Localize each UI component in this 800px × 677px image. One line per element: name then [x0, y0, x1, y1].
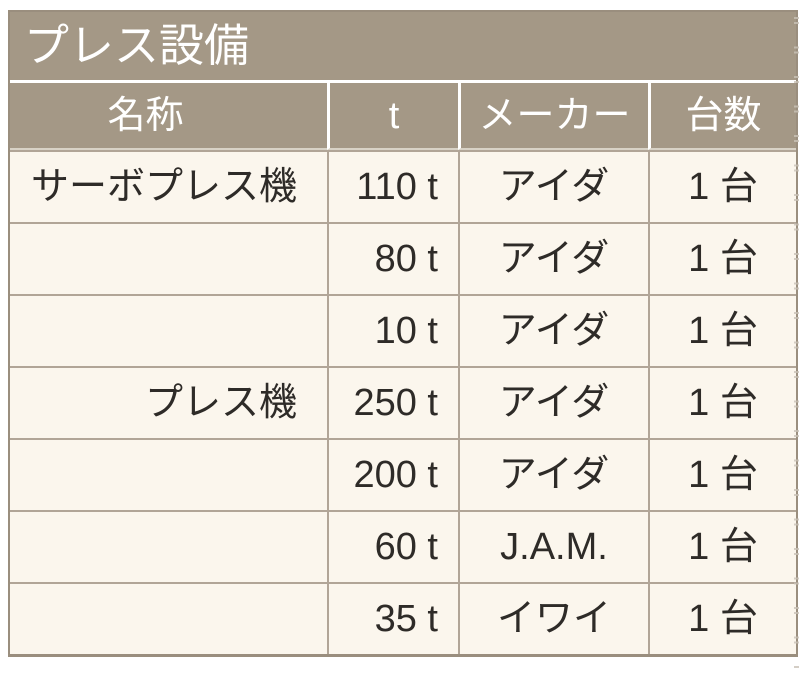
tonnage-cell: 110 t	[327, 150, 458, 222]
maker-cell: J.A.M.	[458, 510, 648, 582]
tonnage-cell: 60 t	[327, 510, 458, 582]
maker-cell: イワイ	[458, 582, 648, 654]
title-row: プレス設備	[10, 12, 797, 83]
table-row: 35 t イワイ 1 台	[10, 582, 797, 654]
table-row: 60 t J.A.M. 1 台	[10, 510, 797, 582]
table-row: プレス機 250 t アイダ 1 台	[10, 366, 797, 438]
tonnage-cell: 250 t	[327, 366, 458, 438]
units-cell: 1 台	[648, 438, 797, 510]
tonnage-cell: 200 t	[327, 438, 458, 510]
units-cell: 1 台	[648, 222, 797, 294]
tonnage-cell: 35 t	[327, 582, 458, 654]
name-cell: プレス機	[10, 366, 327, 438]
tonnage-cell: 10 t	[327, 294, 458, 366]
name-cell	[10, 510, 327, 582]
tonnage-cell: 80 t	[327, 222, 458, 294]
units-cell: 1 台	[648, 510, 797, 582]
table-row: サーボプレス機 110 t アイダ 1 台	[10, 150, 797, 222]
col-header-tonnage: t	[327, 83, 458, 150]
maker-cell: アイダ	[458, 294, 648, 366]
table-title: プレス設備	[10, 12, 797, 83]
units-cell: 1 台	[648, 366, 797, 438]
col-header-units: 台数	[648, 83, 797, 150]
name-cell	[10, 438, 327, 510]
table-row: 10 t アイダ 1 台	[10, 294, 797, 366]
maker-cell: アイダ	[458, 150, 648, 222]
maker-cell: アイダ	[458, 366, 648, 438]
units-cell: 1 台	[648, 582, 797, 654]
maker-cell: アイダ	[458, 222, 648, 294]
col-header-name: 名称	[10, 83, 327, 150]
page-edge-marks	[794, 6, 799, 671]
units-cell: 1 台	[648, 294, 797, 366]
press-equipment-table: プレス設備 名称 t メーカー 台数 サーボプレス機 110 t アイダ 1 台…	[8, 10, 799, 657]
maker-cell: アイダ	[458, 438, 648, 510]
name-cell	[10, 582, 327, 654]
table-row: 200 t アイダ 1 台	[10, 438, 797, 510]
name-cell	[10, 222, 327, 294]
col-header-maker: メーカー	[458, 83, 648, 150]
name-cell	[10, 294, 327, 366]
header-row: 名称 t メーカー 台数	[10, 83, 797, 150]
table-row: 80 t アイダ 1 台	[10, 222, 797, 294]
name-cell: サーボプレス機	[10, 150, 327, 222]
units-cell: 1 台	[648, 150, 797, 222]
